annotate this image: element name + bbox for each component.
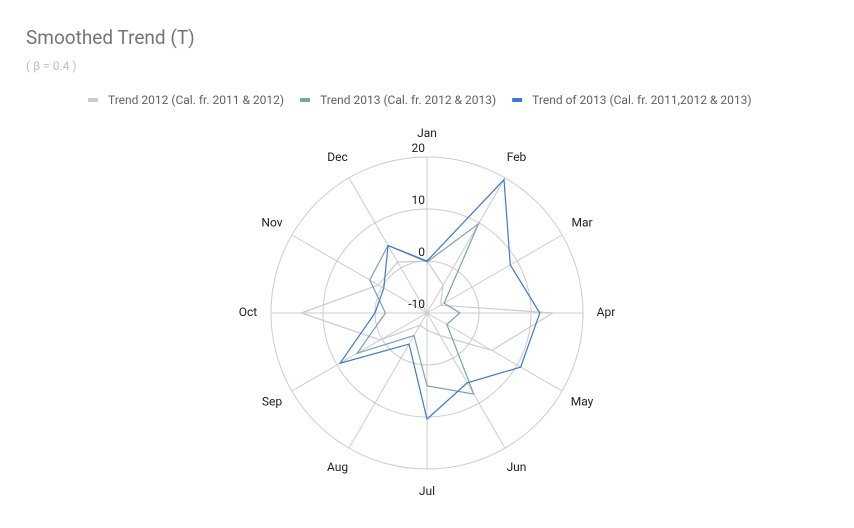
series-line xyxy=(338,178,541,421)
category-label: Dec xyxy=(327,150,348,164)
category-label: Feb xyxy=(507,150,527,164)
series-line xyxy=(299,260,555,352)
category-label: Mar xyxy=(571,216,592,230)
spoke xyxy=(426,312,563,392)
legend-label: Trend 2012 (Cal. fr. 2011 & 2012) xyxy=(108,93,284,107)
spoke xyxy=(426,312,506,449)
grid xyxy=(270,156,584,470)
category-label: May xyxy=(571,395,594,409)
category-label: Jun xyxy=(507,460,527,474)
spoke xyxy=(426,177,506,314)
category-label: Oct xyxy=(239,305,258,319)
chart-title: Smoothed Trend (T) xyxy=(26,26,195,49)
plot xyxy=(299,178,555,421)
category-label: Jan xyxy=(417,126,437,140)
series-line xyxy=(355,221,480,395)
category-label: Jul xyxy=(419,484,435,498)
legend-swatch xyxy=(88,98,98,102)
spoke xyxy=(291,234,428,314)
r-tick-label: 10 xyxy=(412,193,426,207)
legend-swatch xyxy=(512,98,523,102)
r-tick-label: -10 xyxy=(408,297,425,311)
category-label: Apr xyxy=(597,305,616,319)
category-label: Aug xyxy=(327,460,348,474)
legend-label: Trend 2013 (Cal. fr. 2012 & 2013) xyxy=(320,93,496,107)
category-label: Nov xyxy=(261,216,282,230)
legend: Trend 2012 (Cal. fr. 2011 & 2012) Trend 2… xyxy=(88,93,752,107)
r-tick-label: 20 xyxy=(412,141,426,155)
r-tick-label: 0 xyxy=(418,245,425,259)
chart-subtitle: ( β = 0.4 ) xyxy=(26,59,77,73)
category-label: Sep xyxy=(262,395,282,409)
legend-swatch xyxy=(300,98,311,102)
legend-label: Trend of 2013 (Cal. fr. 2011,2012 & 2013… xyxy=(532,93,751,107)
spoke xyxy=(426,234,563,314)
